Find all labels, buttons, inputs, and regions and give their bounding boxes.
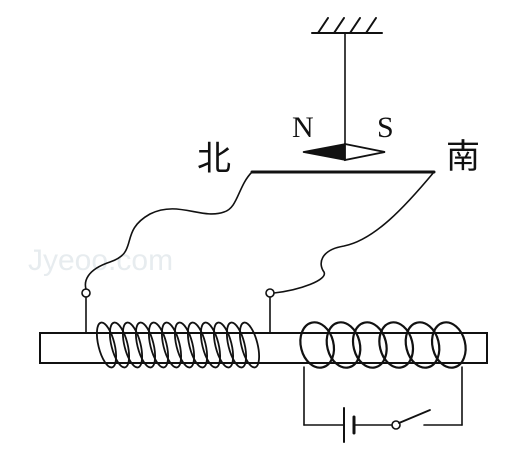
needle-south-label: S [377, 111, 394, 144]
needle-south-half [344, 142, 386, 162]
coil-turn [122, 321, 143, 369]
left-terminal [81, 288, 91, 334]
coil-turn [351, 321, 388, 369]
coil-turn [213, 321, 234, 369]
coil-turn [174, 321, 195, 369]
coil-turn [404, 321, 441, 369]
left-coil [96, 321, 260, 369]
right-lead-wire [273, 171, 435, 294]
switch-blade [398, 409, 431, 424]
right-coil [299, 321, 467, 369]
coil-turn [430, 321, 467, 369]
needle-north-label: N [292, 111, 314, 144]
middle-terminal [265, 288, 275, 334]
coil-turn [378, 321, 415, 369]
coil-turn [148, 321, 169, 369]
needle-north-half [302, 143, 346, 161]
coil-turn [200, 321, 221, 369]
coil-turn [96, 321, 117, 369]
direction-south-label: 南 [446, 137, 480, 177]
watermark-text: Jyeoo.com [28, 244, 173, 277]
iron-core-bar [39, 332, 488, 364]
coil-turn [226, 321, 247, 369]
direction-north-label: 北 [197, 139, 231, 179]
coil-turn [161, 321, 182, 369]
battery-switch-circuit [303, 366, 463, 443]
compass-needle [302, 142, 386, 162]
coil-turn [187, 321, 208, 369]
ceiling-support [311, 17, 383, 34]
coil-turn [239, 321, 260, 369]
coil-turn [135, 321, 156, 369]
coil-turn [109, 321, 130, 369]
switch-pivot [391, 420, 401, 430]
coil-turn [299, 321, 336, 369]
left-lead-wire [84, 171, 253, 290]
coil-turn [325, 321, 362, 369]
